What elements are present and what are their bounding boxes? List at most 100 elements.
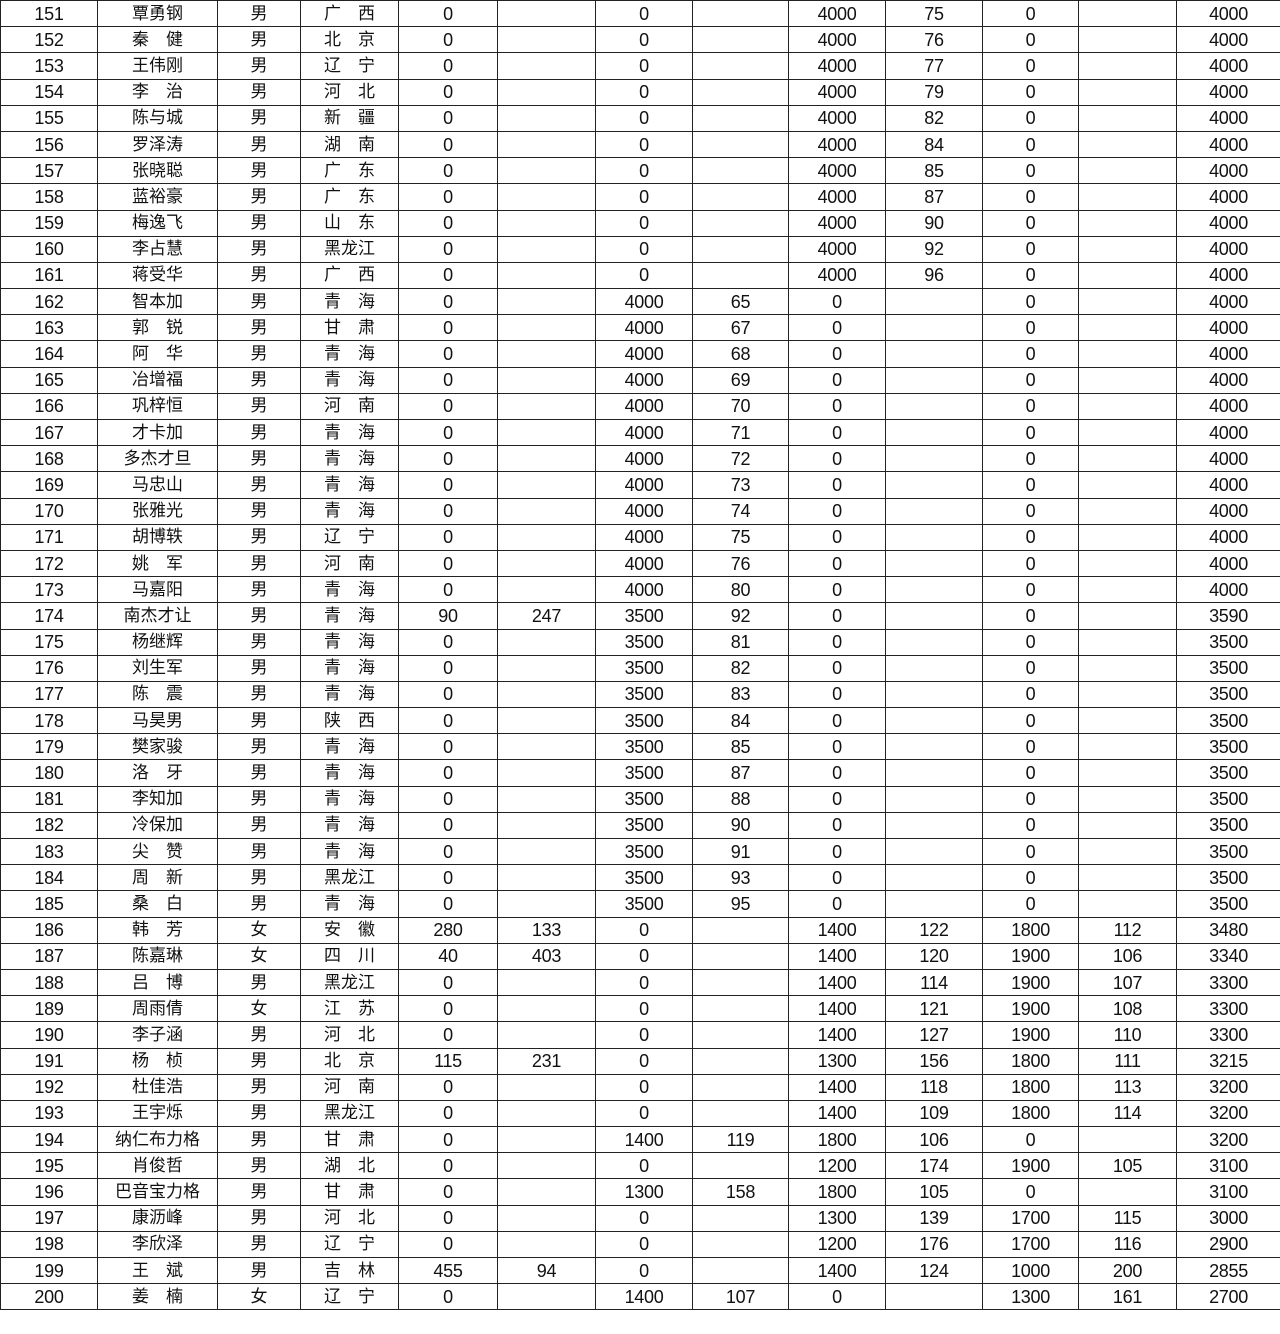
col5-cell: 0 (398, 1178, 498, 1206)
col10-cell (885, 523, 983, 551)
rank-cell: 197 (0, 1204, 98, 1232)
total-cell: 3500 (1176, 759, 1280, 787)
col10-cell: 124 (885, 1256, 983, 1285)
col10-cell (885, 445, 983, 473)
province-cell: 甘 肃 (300, 314, 399, 342)
col8-cell (692, 1047, 789, 1075)
col11-cell: 0 (982, 759, 1079, 787)
col12-cell (1078, 104, 1177, 132)
col12-cell (1078, 864, 1177, 892)
name-cell: 樊家骏 (97, 733, 218, 761)
gender-cell: 男 (217, 864, 301, 892)
rank-cell: 176 (0, 654, 98, 682)
col12-cell (1078, 52, 1177, 80)
col11-cell: 1800 (982, 916, 1079, 944)
col10-cell: 79 (885, 78, 983, 106)
name-cell: 巩梓恒 (97, 392, 218, 421)
name-cell: 马昊男 (97, 707, 218, 735)
col11-cell: 0 (982, 628, 1079, 656)
col12-cell (1078, 707, 1177, 735)
province-cell: 广 西 (300, 0, 399, 28)
col7-cell: 0 (595, 968, 693, 997)
col6-cell (497, 0, 596, 28)
col5-cell: 0 (398, 314, 498, 342)
name-cell: 马嘉阳 (97, 576, 218, 604)
col5-cell: 0 (398, 549, 498, 578)
col9-cell: 4000 (788, 261, 886, 290)
col6-cell (497, 26, 596, 54)
total-cell: 4000 (1176, 261, 1280, 290)
col8-cell: 75 (692, 523, 789, 551)
col10-cell: 156 (885, 1047, 983, 1075)
col12-cell (1078, 733, 1177, 761)
gender-cell: 男 (217, 78, 301, 106)
table-row: 197 康沥峰男河 北 0 0 1300 139 1700 115 3000 (0, 1204, 1280, 1232)
col7-cell: 4000 (595, 288, 693, 316)
col8-cell (692, 942, 789, 970)
province-cell: 青 海 (300, 288, 399, 316)
col10-cell: 85 (885, 157, 983, 185)
col7-cell: 1400 (595, 1283, 693, 1311)
rank-cell: 186 (0, 916, 98, 944)
name-cell: 冷保加 (97, 811, 218, 840)
rank-cell: 191 (0, 1047, 98, 1075)
name-cell: 李占慧 (97, 235, 218, 263)
col10-cell (885, 471, 983, 499)
gender-cell: 男 (217, 445, 301, 473)
rank-cell: 155 (0, 104, 98, 132)
rank-cell: 182 (0, 811, 98, 840)
col6-cell (497, 890, 596, 918)
col10-cell (885, 785, 983, 813)
col8-cell: 68 (692, 340, 789, 368)
total-cell: 4000 (1176, 130, 1280, 159)
col10-cell: 121 (885, 995, 983, 1023)
col9-cell: 4000 (788, 209, 886, 237)
province-cell: 青 海 (300, 759, 399, 787)
col6-cell: 247 (497, 602, 596, 630)
col9-cell: 0 (788, 680, 886, 709)
rank-cell: 152 (0, 26, 98, 54)
province-cell: 四 川 (300, 942, 399, 970)
col11-cell: 0 (982, 811, 1079, 840)
col7-cell: 3500 (595, 602, 693, 630)
province-cell: 广 东 (300, 183, 399, 211)
col11-cell: 1900 (982, 1021, 1079, 1049)
province-cell: 广 东 (300, 157, 399, 185)
col8-cell: 93 (692, 864, 789, 892)
col12-cell (1078, 209, 1177, 237)
col10-cell (885, 340, 983, 368)
col9-cell: 4000 (788, 0, 886, 28)
table-row: 190 李子涵男河 北 0 0 1400 127 1900 110 3300 (0, 1021, 1280, 1049)
gender-cell: 男 (217, 235, 301, 263)
rank-cell: 184 (0, 864, 98, 892)
col11-cell: 0 (982, 733, 1079, 761)
col7-cell: 4000 (595, 471, 693, 499)
table-row: 177 陈 震男青 海 0 3500 83 0 0 3500 (0, 680, 1280, 709)
col10-cell (885, 680, 983, 709)
col11-cell: 0 (982, 314, 1079, 342)
col7-cell: 4000 (595, 418, 693, 447)
total-cell: 3500 (1176, 864, 1280, 892)
col11-cell: 1900 (982, 995, 1079, 1023)
col12-cell (1078, 0, 1177, 28)
rank-cell: 173 (0, 576, 98, 604)
name-cell: 智本加 (97, 288, 218, 316)
col11-cell: 1700 (982, 1230, 1079, 1259)
col9-cell: 4000 (788, 78, 886, 106)
province-cell: 江 苏 (300, 995, 399, 1023)
table-row: 163 郭 锐男甘 肃 0 4000 67 0 0 4000 (0, 314, 1280, 342)
col8-cell: 88 (692, 785, 789, 813)
col8-cell (692, 235, 789, 263)
col10-cell (885, 759, 983, 787)
col11-cell: 0 (982, 654, 1079, 682)
col8-cell: 91 (692, 837, 789, 866)
name-cell: 纳仁布力格 (97, 1126, 218, 1154)
name-cell: 陈 震 (97, 680, 218, 709)
gender-cell: 男 (217, 314, 301, 342)
col7-cell: 4000 (595, 445, 693, 473)
total-cell: 2900 (1176, 1230, 1280, 1259)
col9-cell: 0 (788, 497, 886, 525)
col6-cell (497, 104, 596, 132)
col9-cell: 4000 (788, 104, 886, 132)
table-row: 157 张晓聪男广 东 0 0 4000 85 0 4000 (0, 157, 1280, 185)
